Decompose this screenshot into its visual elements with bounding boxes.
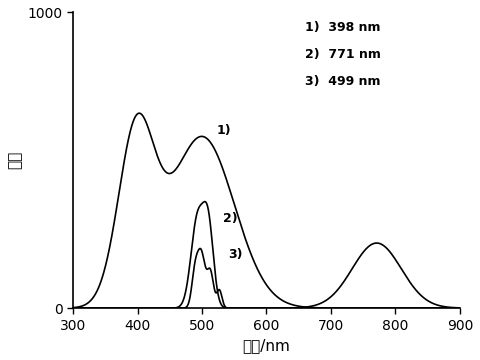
Text: 3): 3) (228, 248, 242, 261)
Text: 2): 2) (223, 212, 237, 225)
Text: 1): 1) (216, 123, 231, 137)
Text: 3)  499 nm: 3) 499 nm (305, 75, 381, 87)
X-axis label: 波长/nm: 波长/nm (242, 338, 290, 353)
Text: 1)  398 nm: 1) 398 nm (305, 21, 381, 34)
Y-axis label: 強度: 強度 (7, 151, 22, 170)
Text: 2)  771 nm: 2) 771 nm (305, 48, 381, 61)
